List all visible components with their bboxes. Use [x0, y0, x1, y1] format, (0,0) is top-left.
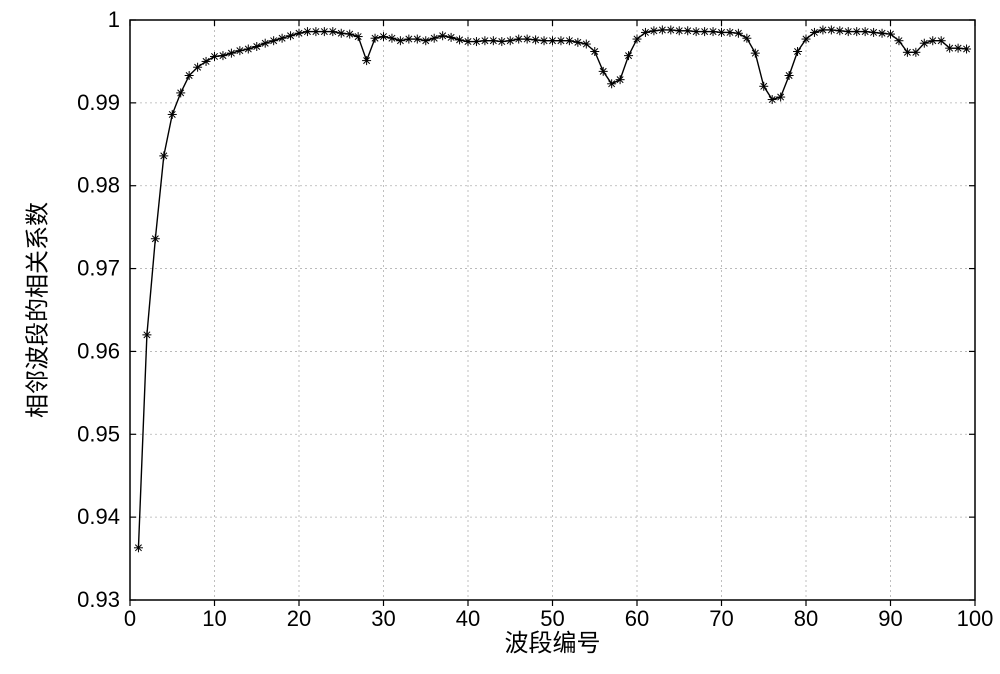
marker: [252, 42, 261, 51]
x-tick-label: 30: [371, 606, 395, 631]
y-tick-label: 0.95: [77, 421, 120, 446]
x-tick-label: 40: [456, 606, 480, 631]
x-tick-label: 10: [202, 606, 226, 631]
marker: [159, 151, 168, 160]
marker: [235, 46, 244, 55]
y-tick-label: 0.99: [77, 90, 120, 115]
marker: [151, 234, 160, 243]
x-tick-label: 100: [957, 606, 994, 631]
marker: [717, 28, 726, 37]
marker: [176, 88, 185, 97]
x-tick-label: 90: [878, 606, 902, 631]
marker: [328, 27, 337, 36]
marker: [337, 29, 346, 38]
x-tick-label: 0: [124, 606, 136, 631]
x-tick-label: 80: [794, 606, 818, 631]
marker: [193, 63, 202, 72]
y-tick-label: 0.96: [77, 338, 120, 363]
marker: [320, 27, 329, 36]
y-axis-label: 相邻波段的相关系数: [18, 202, 53, 418]
marker: [345, 30, 354, 39]
marker: [590, 47, 599, 56]
marker: [295, 29, 304, 38]
y-tick-label: 0.93: [77, 587, 120, 612]
marker: [759, 82, 768, 91]
line-chart: 01020304050607080901000.930.940.950.960.…: [0, 0, 1000, 674]
x-tick-label: 20: [287, 606, 311, 631]
y-tick-label: 0.98: [77, 173, 120, 198]
chart-container: 01020304050607080901000.930.940.950.960.…: [0, 0, 1000, 674]
y-tick-label: 1: [108, 7, 120, 32]
y-tick-label: 0.97: [77, 256, 120, 281]
marker: [202, 57, 211, 66]
marker: [142, 330, 151, 339]
marker: [303, 27, 312, 36]
y-tick-label: 0.94: [77, 504, 120, 529]
marker: [311, 27, 320, 36]
marker: [675, 26, 684, 35]
x-axis-label: 波段编号: [505, 623, 601, 658]
x-tick-label: 70: [709, 606, 733, 631]
marker: [244, 45, 253, 54]
marker: [844, 27, 853, 36]
x-tick-label: 60: [625, 606, 649, 631]
marker: [886, 30, 895, 39]
